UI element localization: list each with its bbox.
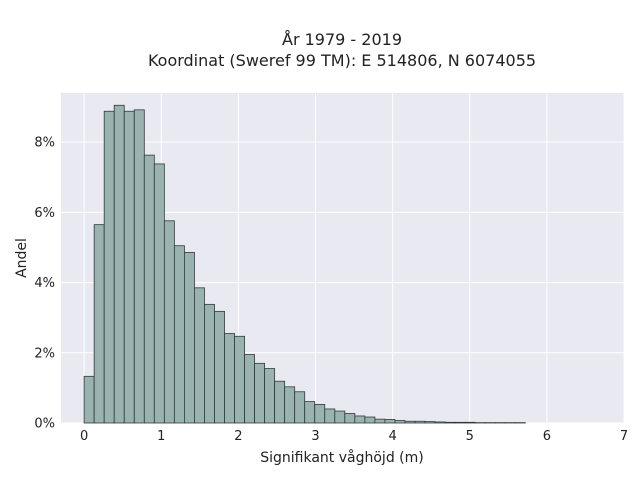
histogram-bar	[93, 224, 105, 424]
histogram-bar	[424, 421, 436, 424]
y-tick-label: 0%	[34, 417, 55, 432]
x-tick-label: 0	[80, 429, 88, 444]
histogram-bar	[143, 154, 155, 424]
y-axis-ticks: 0% 2% 4% 6% 8%	[34, 136, 55, 432]
histogram-bar	[83, 375, 95, 424]
histogram-bar	[314, 403, 326, 424]
histogram-bar	[294, 391, 306, 424]
histogram-bar	[204, 303, 215, 424]
x-axis-label: Signifikant våghöjd (m)	[260, 449, 423, 466]
y-tick-label: 6%	[34, 206, 55, 221]
histogram-bar	[414, 420, 426, 424]
histogram-bar	[364, 416, 376, 424]
histogram-bar	[354, 415, 366, 424]
histogram-bar	[274, 380, 286, 424]
histogram-bar	[113, 104, 125, 424]
histogram-bar	[444, 421, 456, 424]
histogram-bar	[194, 287, 205, 424]
bars	[83, 104, 526, 424]
histogram-bar	[434, 421, 446, 424]
histogram-bar	[214, 310, 225, 424]
y-axis-label: Andel	[14, 238, 30, 278]
histogram-bar	[163, 220, 175, 424]
x-tick-label: 2	[234, 429, 242, 444]
x-tick-label: 3	[311, 429, 319, 444]
y-tick-label: 4%	[34, 276, 55, 291]
histogram-bar	[334, 410, 346, 424]
histogram-bar	[264, 368, 276, 424]
histogram-bar	[464, 421, 476, 424]
histogram-bar	[123, 110, 135, 424]
histogram-bar	[344, 413, 356, 424]
histogram-bar	[234, 335, 245, 424]
histogram-bar	[324, 408, 336, 424]
histogram-bar	[374, 418, 386, 424]
histogram-bar	[183, 251, 195, 424]
histogram-bar	[404, 420, 416, 424]
x-axis-ticks: 0 1 2 3 4 5 6 7	[80, 429, 628, 444]
x-tick-label: 1	[157, 429, 165, 444]
histogram-bar	[284, 386, 296, 424]
x-tick-label: 6	[543, 429, 551, 444]
y-tick-label: 8%	[34, 136, 55, 151]
x-tick-label: 4	[388, 429, 396, 444]
x-tick-label: 5	[466, 429, 474, 444]
histogram-bar	[454, 421, 466, 424]
histogram-bar	[254, 362, 266, 424]
histogram-bar	[394, 420, 406, 424]
chart-subtitle: Koordinat (Sweref 99 TM): E 514806, N 60…	[148, 51, 536, 70]
y-tick-label: 2%	[34, 346, 55, 361]
histogram-bar	[103, 110, 115, 424]
histogram-bar	[244, 354, 255, 424]
histogram-bar	[384, 419, 396, 424]
histogram-bar	[224, 333, 235, 424]
histogram-bar	[133, 109, 145, 424]
chart-title: År 1979 - 2019	[282, 30, 402, 49]
histogram-bar	[304, 401, 316, 424]
histogram-bar	[173, 245, 185, 424]
histogram-bar	[153, 163, 165, 424]
x-tick-label: 7	[620, 429, 628, 444]
